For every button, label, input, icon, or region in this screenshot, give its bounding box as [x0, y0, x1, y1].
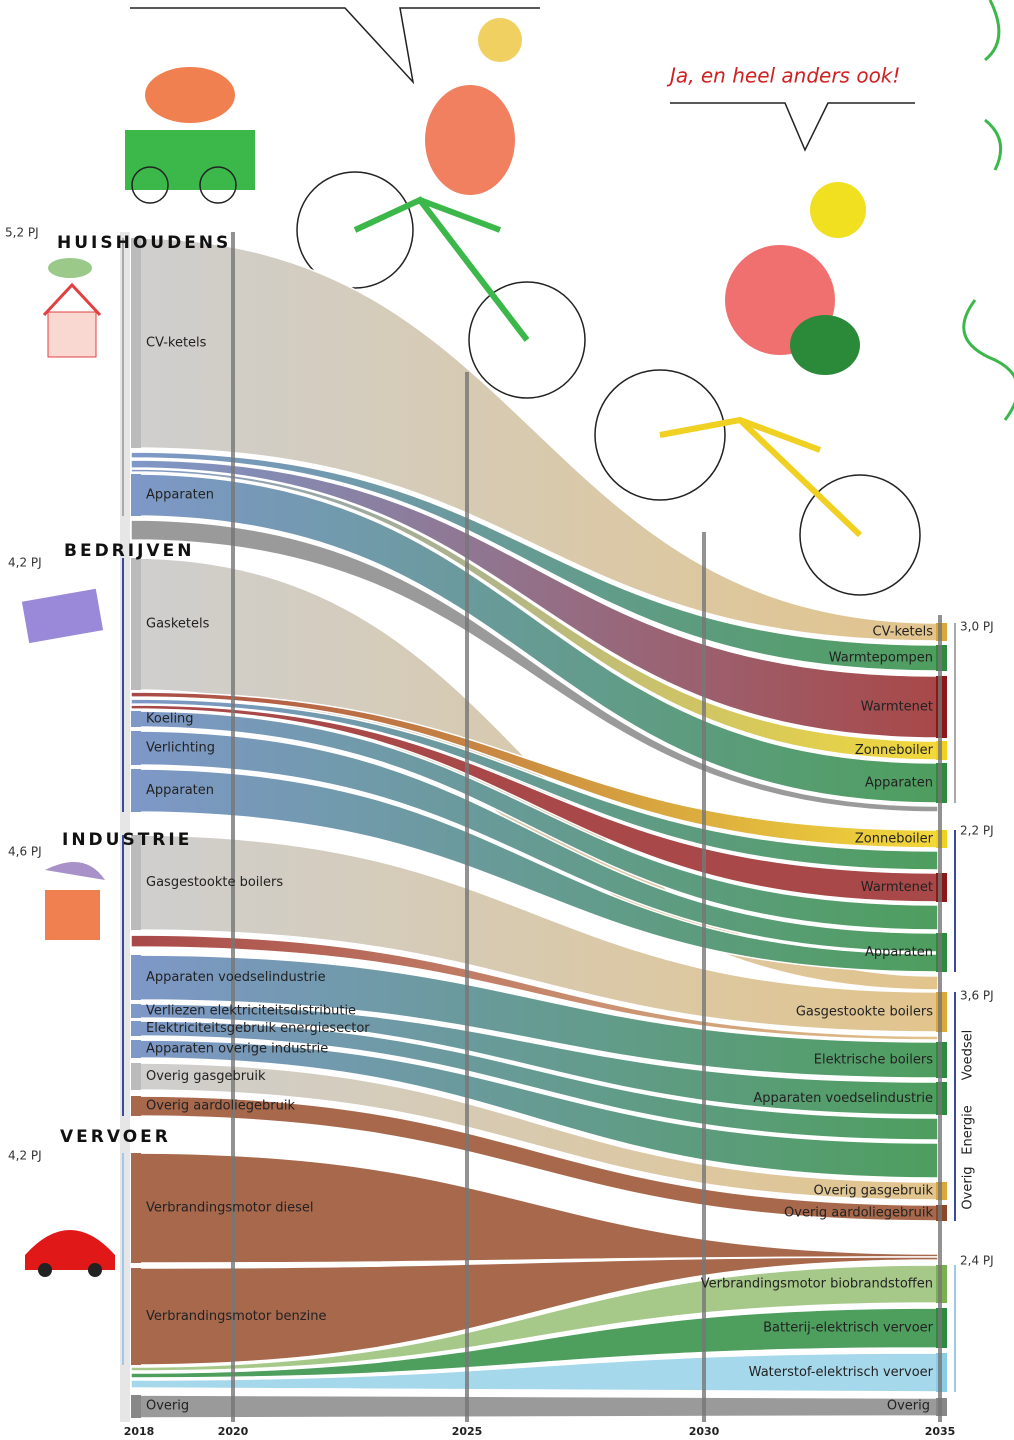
left-bar — [131, 835, 141, 930]
left-axis-band — [120, 232, 130, 1422]
left-label: Gasketels — [146, 617, 210, 632]
right-label: Verbrandingsmotor biobrandstoffen — [701, 1277, 933, 1292]
group-label: Overig — [961, 1166, 976, 1209]
right-label: Waterstof-elektrisch vervoer — [749, 1365, 934, 1380]
left-bar — [131, 474, 141, 516]
right-label: Apparaten voedselindustrie — [753, 1091, 933, 1106]
total-2018: 4,2 PJ — [8, 556, 42, 570]
left-label: Apparaten — [146, 488, 214, 503]
left-label: Verliezen elektriciteitsdistributie — [146, 1004, 356, 1019]
left-label: Verbrandingsmotor benzine — [146, 1309, 326, 1324]
labels: HUISHOUDENS 5,2 PJ 3,0 PJ CV-ketels Apparate… — [5, 226, 994, 1439]
year-label: 2025 — [452, 1425, 483, 1438]
left-label: Elektriciteitsgebruik energiesector — [146, 1021, 370, 1036]
left-label: Apparaten — [146, 783, 214, 798]
total-2035: 3,6 PJ — [960, 989, 994, 1003]
left-bar — [131, 238, 141, 448]
sector-title: VERVOER — [60, 1127, 171, 1147]
right-label: Warmtenet — [861, 700, 933, 715]
total-2035: 2,4 PJ — [960, 1254, 994, 1268]
right-label: CV-ketels — [873, 625, 934, 640]
left-label: Overig aardoliegebruik — [146, 1099, 295, 1114]
left-bar — [131, 1268, 141, 1365]
flow — [130, 1256, 939, 1366]
right-label: Overig aardoliegebruik — [784, 1206, 933, 1221]
bars — [122, 232, 956, 1422]
speech-text: Ja, en heel anders ook! — [666, 64, 900, 88]
right-label: Overig — [887, 1399, 930, 1414]
left-label: Apparaten voedselindustrie — [146, 970, 326, 985]
left-bar — [131, 1004, 141, 1018]
left-label: Verbrandingsmotor diesel — [146, 1201, 314, 1216]
year-label: 2030 — [689, 1425, 720, 1438]
sector-title: HUISHOUDENS — [57, 233, 231, 253]
left-bar — [131, 1040, 141, 1058]
sector-icons — [21, 258, 115, 1277]
left-bar — [131, 1021, 141, 1036]
right-label: Warmtepompen — [829, 651, 933, 666]
left-bar — [131, 558, 141, 690]
right-label: Apparaten — [865, 945, 933, 960]
right-label: Warmtenet — [861, 880, 933, 895]
sector-title: BEDRIJVEN — [64, 541, 194, 561]
left-bar — [131, 1063, 141, 1090]
year-label: 2035 — [925, 1425, 956, 1438]
left-label: Overig — [146, 1399, 189, 1414]
total-2018: 4,2 PJ — [8, 1149, 42, 1163]
left-label: Verlichting — [146, 741, 215, 756]
right-label: Elektrische boilers — [814, 1053, 933, 1068]
right-label: Zonneboiler — [855, 743, 934, 758]
total-2018: 4,6 PJ — [8, 845, 42, 859]
illustration — [125, 0, 1014, 596]
total-2035: 3,0 PJ — [960, 620, 994, 634]
flow — [130, 1394, 939, 1419]
group-label: Energie — [961, 1105, 976, 1154]
group-label: Voedsel — [961, 1030, 976, 1080]
right-label: Batterij-elektrisch vervoer — [763, 1321, 933, 1336]
left-bar — [131, 769, 141, 812]
right-label: Apparaten — [865, 776, 933, 791]
right-label: Overig gasgebruik — [814, 1184, 934, 1199]
flow — [130, 698, 939, 871]
flows — [130, 237, 939, 1419]
sector-title: INDUSTRIE — [62, 830, 192, 850]
right-label: Zonneboiler — [855, 832, 934, 847]
left-bar — [131, 955, 141, 1000]
flow — [130, 237, 939, 642]
total-2035: 2,2 PJ — [960, 824, 994, 838]
year-label: 2018 — [124, 1425, 155, 1438]
left-label: Koeling — [146, 712, 194, 727]
year-label: 2020 — [218, 1425, 249, 1438]
left-bar — [131, 731, 141, 765]
left-bar — [131, 1153, 141, 1263]
right-label: Gasgestookte boilers — [796, 1005, 933, 1020]
left-label: Overig gasgebruik — [146, 1069, 266, 1084]
left-bar — [131, 1395, 141, 1418]
left-bar — [131, 711, 141, 727]
left-bar — [131, 1096, 141, 1116]
left-label: Apparaten overige industrie — [146, 1042, 328, 1057]
left-label: Gasgestookte boilers — [146, 875, 283, 890]
left-label: CV-ketels — [146, 336, 207, 351]
total-2018: 5,2 PJ — [5, 226, 39, 240]
